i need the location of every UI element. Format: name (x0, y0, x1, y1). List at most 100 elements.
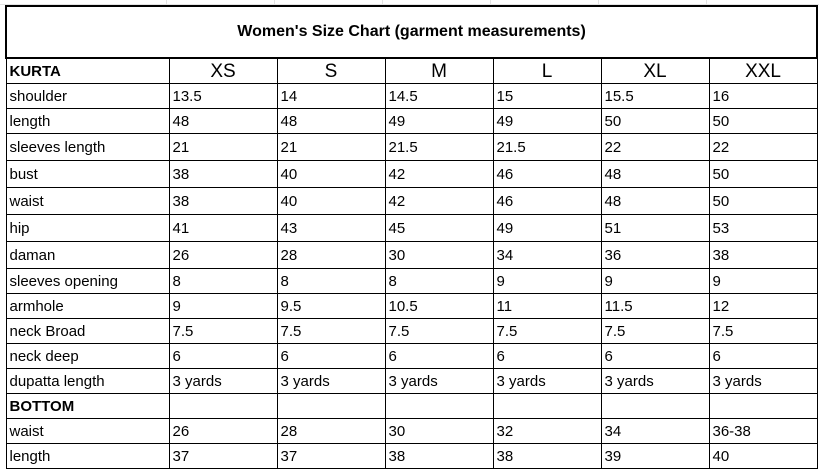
value-cell[interactable]: 30 (384, 418, 494, 444)
empty-cell[interactable] (492, 393, 602, 419)
value-cell[interactable]: 50 (600, 108, 710, 134)
value-cell[interactable]: 42 (384, 160, 494, 188)
value-cell[interactable]: 21.5 (492, 133, 602, 161)
value-cell[interactable]: 41 (168, 214, 278, 242)
row-label-cell[interactable]: daman (5, 241, 170, 269)
value-cell[interactable]: 22 (600, 133, 710, 161)
value-cell[interactable]: 10.5 (384, 293, 494, 319)
value-cell[interactable]: 40 (276, 160, 386, 188)
size-header-l[interactable]: L (492, 57, 602, 84)
value-cell[interactable]: 13.5 (168, 83, 278, 109)
value-cell[interactable]: 48 (276, 108, 386, 134)
value-cell[interactable]: 39 (600, 443, 710, 469)
value-cell[interactable]: 28 (276, 418, 386, 444)
value-cell[interactable]: 6 (492, 343, 602, 369)
value-cell[interactable]: 30 (384, 241, 494, 269)
value-cell[interactable]: 48 (168, 108, 278, 134)
row-label-cell[interactable]: neck deep (5, 343, 170, 369)
value-cell[interactable]: 3 yards (492, 368, 602, 394)
value-cell[interactable]: 6 (168, 343, 278, 369)
row-label-cell[interactable]: sleeves length (5, 133, 170, 161)
value-cell[interactable]: 21 (168, 133, 278, 161)
value-cell[interactable]: 7.5 (708, 318, 818, 344)
value-cell[interactable]: 3 yards (168, 368, 278, 394)
value-cell[interactable]: 6 (708, 343, 818, 369)
value-cell[interactable]: 48 (600, 160, 710, 188)
row-label-cell[interactable]: length (5, 443, 170, 469)
value-cell[interactable]: 36-38 (708, 418, 818, 444)
value-cell[interactable]: 15 (492, 83, 602, 109)
value-cell[interactable]: 21.5 (384, 133, 494, 161)
value-cell[interactable]: 38 (492, 443, 602, 469)
row-label-cell[interactable]: waist (5, 418, 170, 444)
empty-cell[interactable] (168, 393, 278, 419)
value-cell[interactable]: 26 (168, 418, 278, 444)
value-cell[interactable]: 3 yards (600, 368, 710, 394)
value-cell[interactable]: 28 (276, 241, 386, 269)
value-cell[interactable]: 7.5 (276, 318, 386, 344)
value-cell[interactable]: 8 (168, 268, 278, 294)
value-cell[interactable]: 11.5 (600, 293, 710, 319)
value-cell[interactable]: 46 (492, 160, 602, 188)
value-cell[interactable]: 49 (492, 108, 602, 134)
size-header-xxl[interactable]: XXL (708, 57, 818, 84)
value-cell[interactable]: 3 yards (708, 368, 818, 394)
value-cell[interactable]: 7.5 (492, 318, 602, 344)
value-cell[interactable]: 36 (600, 241, 710, 269)
value-cell[interactable]: 7.5 (168, 318, 278, 344)
value-cell[interactable]: 49 (492, 214, 602, 242)
value-cell[interactable]: 21 (276, 133, 386, 161)
value-cell[interactable]: 49 (384, 108, 494, 134)
value-cell[interactable]: 14.5 (384, 83, 494, 109)
value-cell[interactable]: 50 (708, 160, 818, 188)
value-cell[interactable]: 40 (708, 443, 818, 469)
value-cell[interactable]: 34 (600, 418, 710, 444)
value-cell[interactable]: 40 (276, 187, 386, 215)
row-label-cell[interactable]: shoulder (5, 83, 170, 109)
value-cell[interactable]: 34 (492, 241, 602, 269)
row-label-cell[interactable]: bust (5, 160, 170, 188)
value-cell[interactable]: 15.5 (600, 83, 710, 109)
size-header-xs[interactable]: XS (168, 57, 278, 84)
value-cell[interactable]: 9 (600, 268, 710, 294)
empty-cell[interactable] (384, 393, 494, 419)
value-cell[interactable]: 50 (708, 187, 818, 215)
row-label-cell[interactable]: hip (5, 214, 170, 242)
value-cell[interactable]: 3 yards (384, 368, 494, 394)
value-cell[interactable]: 9.5 (276, 293, 386, 319)
value-cell[interactable]: 38 (168, 160, 278, 188)
value-cell[interactable]: 37 (276, 443, 386, 469)
value-cell[interactable]: 8 (276, 268, 386, 294)
value-cell[interactable]: 38 (384, 443, 494, 469)
value-cell[interactable]: 37 (168, 443, 278, 469)
bottom-section-label[interactable]: BOTTOM (5, 393, 170, 419)
value-cell[interactable]: 45 (384, 214, 494, 242)
value-cell[interactable]: 9 (492, 268, 602, 294)
empty-cell[interactable] (600, 393, 710, 419)
value-cell[interactable]: 6 (384, 343, 494, 369)
row-label-cell[interactable]: waist (5, 187, 170, 215)
value-cell[interactable]: 11 (492, 293, 602, 319)
kurta-section-label[interactable]: KURTA (5, 57, 170, 84)
value-cell[interactable]: 26 (168, 241, 278, 269)
row-label-cell[interactable]: armhole (5, 293, 170, 319)
value-cell[interactable]: 42 (384, 187, 494, 215)
value-cell[interactable]: 7.5 (600, 318, 710, 344)
value-cell[interactable]: 43 (276, 214, 386, 242)
value-cell[interactable]: 9 (168, 293, 278, 319)
value-cell[interactable]: 6 (276, 343, 386, 369)
chart-title[interactable]: Women's Size Chart (garment measurements… (4, 5, 819, 59)
value-cell[interactable]: 22 (708, 133, 818, 161)
value-cell[interactable]: 9 (708, 268, 818, 294)
value-cell[interactable]: 50 (708, 108, 818, 134)
value-cell[interactable]: 6 (600, 343, 710, 369)
value-cell[interactable]: 12 (708, 293, 818, 319)
value-cell[interactable]: 3 yards (276, 368, 386, 394)
value-cell[interactable]: 46 (492, 187, 602, 215)
value-cell[interactable]: 7.5 (384, 318, 494, 344)
size-header-m[interactable]: M (384, 57, 494, 84)
value-cell[interactable]: 48 (600, 187, 710, 215)
empty-cell[interactable] (708, 393, 818, 419)
value-cell[interactable]: 53 (708, 214, 818, 242)
value-cell[interactable]: 32 (492, 418, 602, 444)
